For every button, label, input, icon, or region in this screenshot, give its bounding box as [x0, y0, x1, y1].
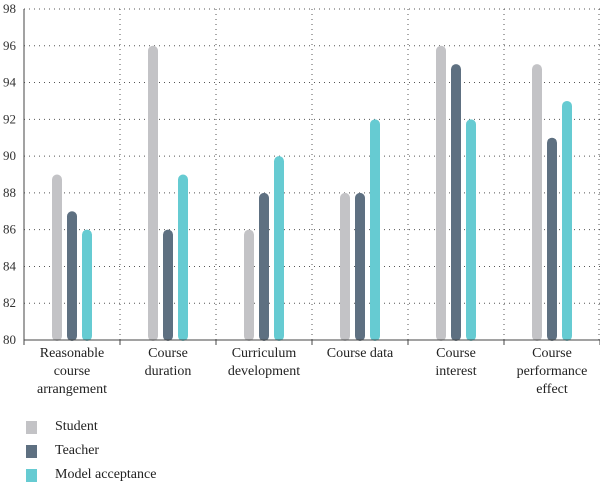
legend-swatch-model-acceptance	[26, 468, 37, 482]
bar-teacher-2	[259, 192, 269, 341]
y-tick-label-92: 92	[3, 111, 16, 126]
labels: 80 82 84 86 88 90 92 94 96 98 Reasonable course arra…	[3, 1, 587, 397]
legend-swatch-student	[26, 420, 37, 434]
x-category-label-3: Course data	[327, 346, 394, 361]
grid	[24, 8, 600, 340]
x-category-label-2: Curriculum development	[228, 346, 300, 379]
bar-model-acceptance-1	[178, 174, 188, 341]
y-tick-label-96: 96	[3, 38, 17, 53]
bar-student-1	[148, 45, 158, 342]
bars	[52, 45, 572, 342]
y-tick-label-80: 80	[3, 332, 16, 347]
x-category-label-line: Reasonable	[40, 346, 105, 361]
y-tick-label-84: 84	[3, 258, 17, 273]
x-category-label-line: Course	[436, 346, 476, 361]
x-category-label-line: Course data	[327, 346, 394, 361]
y-tick-label-90: 90	[3, 148, 16, 163]
bar-model-acceptance-0	[82, 229, 92, 341]
legend-label-teacher: Teacher	[55, 443, 100, 458]
y-tick-label-82: 82	[3, 295, 16, 310]
legend-item-teacher: Teacher	[26, 439, 156, 463]
axes	[23, 9, 600, 345]
y-tick-label-88: 88	[3, 185, 16, 200]
x-category-label-1: Course duration	[145, 346, 192, 379]
y-tick-label-98: 98	[3, 1, 16, 16]
x-category-label-line: course	[54, 364, 91, 379]
bar-model-acceptance-3	[370, 119, 380, 341]
x-category-label-line: arrangement	[37, 382, 107, 397]
bar-teacher-3	[355, 192, 365, 341]
bar-student-4	[436, 45, 446, 342]
bar-student-0	[52, 174, 62, 341]
x-category-label-line: performance	[517, 364, 588, 379]
legend-item-student: Student	[26, 415, 156, 439]
bar-teacher-0	[67, 211, 77, 341]
x-category-label-line: duration	[145, 364, 192, 379]
legend-label-model-acceptance: Model acceptance	[55, 467, 157, 482]
y-tick-label-86: 86	[3, 222, 17, 237]
x-category-label-line: development	[228, 364, 300, 379]
bar-teacher-1	[163, 229, 173, 341]
x-category-label-5: Course performance effect	[517, 346, 588, 397]
bar-teacher-4	[451, 64, 461, 342]
bar-model-acceptance-4	[466, 119, 476, 341]
x-category-label-line: interest	[435, 364, 476, 379]
bar-teacher-5	[547, 137, 557, 341]
bar-student-3	[340, 192, 350, 341]
y-tick-label-94: 94	[3, 75, 17, 90]
bar-model-acceptance-5	[562, 100, 572, 341]
x-category-label-0: Reasonable course arrangement	[37, 346, 107, 397]
x-category-label-line: Curriculum	[232, 346, 297, 361]
legend-swatch-teacher	[26, 444, 37, 458]
x-category-label-4: Course interest	[435, 346, 476, 379]
x-category-label-line: Course	[532, 346, 572, 361]
bar-student-5	[532, 64, 542, 342]
legend: Student Teacher Model acceptance	[26, 415, 156, 487]
legend-label-student: Student	[55, 419, 98, 434]
legend-item-model-acceptance: Model acceptance	[26, 463, 156, 487]
x-category-label-line: Course	[148, 346, 188, 361]
bar-model-acceptance-2	[274, 156, 284, 341]
bar-student-2	[244, 229, 254, 341]
x-category-label-line: effect	[536, 382, 568, 397]
